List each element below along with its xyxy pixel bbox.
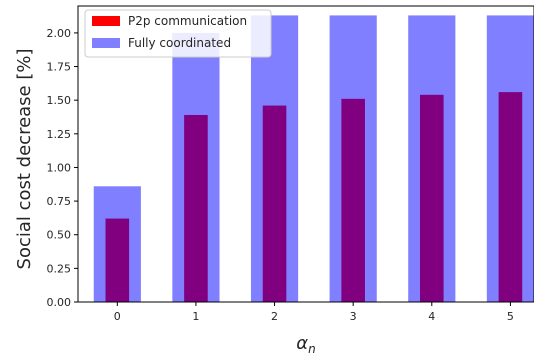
fully-coordinated-bars <box>93 15 534 303</box>
y-tick-label: 0.25 <box>47 262 72 275</box>
legend: P2p communication Fully coordinated <box>84 9 272 58</box>
x-axis-label-subscript: n <box>308 342 316 356</box>
bar-p2p-communication-1 <box>184 114 208 303</box>
legend-swatch-fully-coordinated <box>92 38 120 48</box>
legend-swatch-p2p-communication <box>92 16 120 26</box>
plot-area <box>93 15 534 303</box>
x-tick-label: 1 <box>192 310 199 323</box>
x-tick-label: 5 <box>507 310 514 323</box>
y-tick-label: 0.50 <box>47 229 72 242</box>
y-tick-label: 0.00 <box>47 296 72 309</box>
x-axis: 0 1 2 3 4 5 <box>114 302 514 323</box>
x-axis-label-base: α <box>296 333 308 354</box>
bar-p2p-communication-4 <box>420 94 444 302</box>
y-tick-label: 1.75 <box>47 61 72 74</box>
x-tick-label: 0 <box>114 310 121 323</box>
y-tick-label: 1.50 <box>47 94 72 107</box>
y-tick-label: 0.75 <box>47 195 72 208</box>
bar-p2p-communication-2 <box>262 105 287 303</box>
legend-label-p2p-communication: P2p communication <box>128 14 247 28</box>
axes-frame <box>77 5 534 303</box>
bar-p2p-communication-5 <box>498 92 523 302</box>
y-tick-label: 1.25 <box>47 128 72 141</box>
legend-label-fully-coordinated: Fully coordinated <box>128 36 231 50</box>
y-tick-label: 2.00 <box>47 27 72 40</box>
x-tick-label: 4 <box>428 310 435 323</box>
p2p-communication-bars <box>105 92 523 303</box>
bar-p2p-communication-3 <box>341 98 365 302</box>
bar-p2p-communication-0 <box>105 218 130 302</box>
y-axis-label: Social cost decrease [%] <box>14 49 35 270</box>
y-tick-label: 1.00 <box>47 161 72 174</box>
y-axis: 0.00 0.25 0.50 0.75 1.00 1.25 1.50 1.75 2.00 <box>47 27 78 309</box>
x-tick-label: 3 <box>350 310 357 323</box>
x-axis-label: αn <box>296 333 315 356</box>
legend-box <box>84 9 272 58</box>
x-tick-label: 2 <box>271 310 278 323</box>
